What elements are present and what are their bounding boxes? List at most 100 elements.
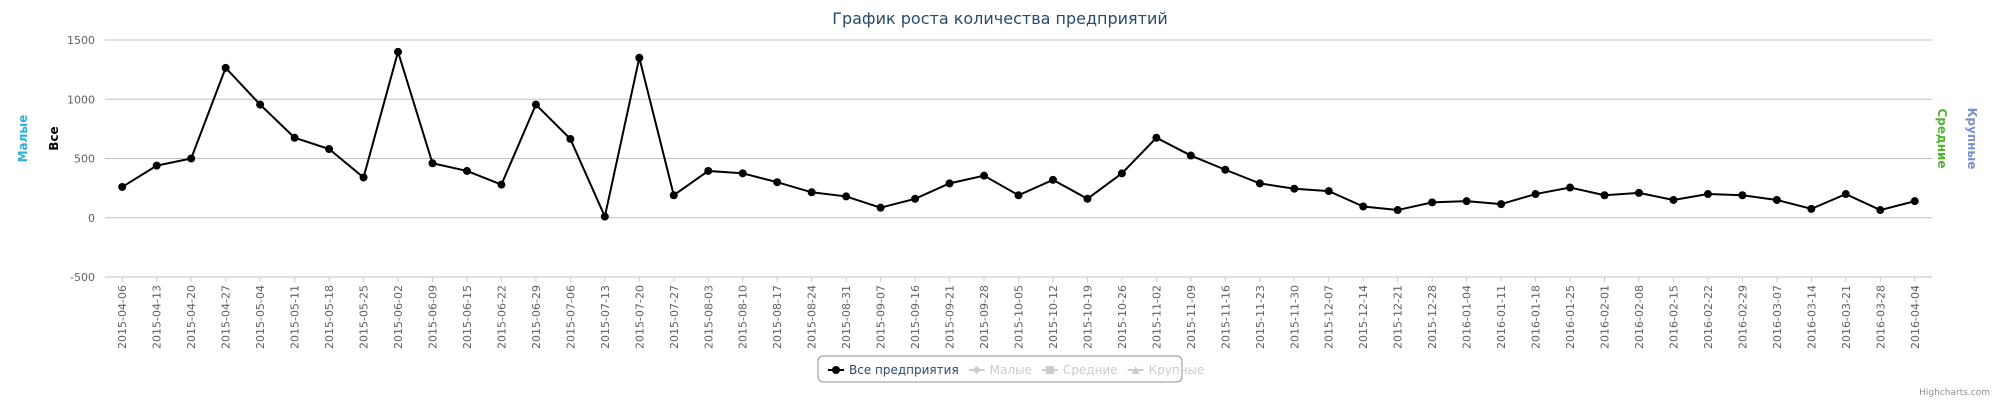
point	[1772, 195, 1781, 204]
point	[290, 133, 299, 142]
point	[1910, 197, 1919, 206]
point	[1152, 133, 1161, 142]
point	[1428, 198, 1437, 207]
legend-marker	[832, 366, 840, 374]
point	[842, 192, 851, 201]
point	[428, 159, 437, 168]
credits: Highcharts.com	[1919, 388, 1990, 398]
x-tick-label: 2015-05-18	[323, 285, 336, 349]
x-tick-label: 2015-04-20	[185, 285, 198, 349]
point	[1083, 194, 1092, 203]
point	[1117, 169, 1126, 178]
x-tick-label: 2015-11-23	[1254, 285, 1267, 349]
point	[221, 63, 230, 72]
point	[1600, 191, 1609, 200]
x-tick-label: 2016-01-04	[1461, 285, 1474, 349]
y-tick-label: 1000	[67, 93, 95, 106]
point	[1393, 206, 1402, 215]
y-axis-title: Крупные	[1965, 108, 1979, 170]
x-tick-label: 2015-10-12	[1047, 285, 1060, 349]
y-axis-title: Малые	[16, 115, 30, 163]
x-tick-label: 2016-04-04	[1909, 285, 1922, 349]
x-tick-label: 2016-03-07	[1771, 285, 1784, 349]
x-tick-label: 2015-12-14	[1357, 285, 1370, 349]
x-tick-label: 2015-09-28	[978, 285, 991, 349]
x-tick-label: 2015-08-03	[702, 285, 715, 349]
x-tick-label: 2015-06-22	[495, 285, 508, 349]
x-tick-label: 2015-11-02	[1150, 285, 1163, 349]
legend-marker	[1131, 366, 1140, 374]
x-tick-label: 2015-08-17	[771, 285, 784, 349]
legend-marker	[972, 366, 981, 374]
y-axis-title: Все	[47, 126, 61, 150]
point	[1807, 204, 1816, 213]
point	[1738, 191, 1747, 200]
x-tick-label: 2015-11-16	[1219, 285, 1232, 349]
x-tick-label: 2016-03-28	[1874, 285, 1887, 349]
point	[256, 100, 265, 109]
point	[773, 178, 782, 187]
legend-label[interactable]: Средние	[1063, 363, 1118, 377]
x-tick-label: 2015-08-10	[737, 285, 750, 349]
x-tick-label: 2016-01-18	[1530, 285, 1543, 349]
point	[1221, 165, 1230, 174]
point	[704, 166, 713, 175]
x-tick-label: 2015-09-07	[875, 285, 888, 349]
x-tick-label: 2015-06-09	[426, 285, 439, 349]
point	[635, 53, 644, 62]
x-tick-label: 2016-01-25	[1564, 285, 1577, 349]
y-tick-label: 0	[88, 212, 95, 225]
x-tick-label: 2015-10-26	[1116, 285, 1129, 349]
x-tick-label: 2015-09-16	[909, 285, 922, 349]
point	[325, 145, 334, 154]
y-tick-label: 1500	[67, 34, 95, 47]
legend-label[interactable]: Все предприятия	[849, 363, 959, 377]
x-tick-label: 2016-01-11	[1495, 285, 1508, 349]
point	[1186, 151, 1195, 160]
point	[1566, 183, 1575, 192]
x-tick-label: 2015-07-27	[668, 285, 681, 349]
y-axis-title: Средние	[1935, 108, 1949, 168]
point	[911, 194, 920, 203]
x-tick-label: 2015-07-13	[599, 285, 612, 349]
point	[1497, 200, 1506, 209]
point	[600, 212, 609, 221]
y-tick-label: 500	[74, 153, 95, 166]
chart-title: График роста количества предприятий	[832, 9, 1168, 28]
point	[531, 100, 540, 109]
point	[1290, 184, 1299, 193]
point	[980, 171, 989, 180]
x-tick-label: 2015-12-21	[1392, 285, 1405, 349]
x-tick-label: 2015-07-06	[564, 285, 577, 349]
x-tick-label: 2015-05-04	[254, 285, 267, 349]
x-tick-label: 2015-04-06	[116, 285, 129, 349]
x-tick-label: 2015-04-27	[220, 285, 233, 349]
point	[1462, 197, 1471, 206]
point	[394, 47, 403, 56]
point	[945, 179, 954, 188]
point	[1669, 195, 1678, 204]
x-tick-label: 2015-05-25	[358, 285, 371, 349]
point	[669, 191, 678, 200]
point	[738, 169, 747, 178]
point	[1634, 188, 1643, 197]
y-tick-label: -500	[70, 271, 95, 284]
x-tick-label: 2015-08-31	[840, 285, 853, 349]
legend-label[interactable]: Крупные	[1149, 363, 1205, 377]
point	[462, 166, 471, 175]
x-tick-label: 2016-02-22	[1702, 285, 1715, 349]
x-tick-label: 2015-06-15	[461, 285, 474, 349]
point	[1876, 206, 1885, 215]
point	[187, 154, 196, 163]
x-tick-label: 2015-09-21	[944, 285, 957, 349]
point	[807, 188, 816, 197]
x-tick-label: 2016-03-14	[1805, 285, 1818, 349]
point	[1531, 190, 1540, 199]
legend-label[interactable]: Малые	[990, 363, 1032, 377]
point	[1359, 202, 1368, 211]
x-tick-label: 2015-10-05	[1013, 285, 1026, 349]
point	[1048, 175, 1057, 184]
legend-marker	[1045, 366, 1054, 374]
point	[1014, 191, 1023, 200]
